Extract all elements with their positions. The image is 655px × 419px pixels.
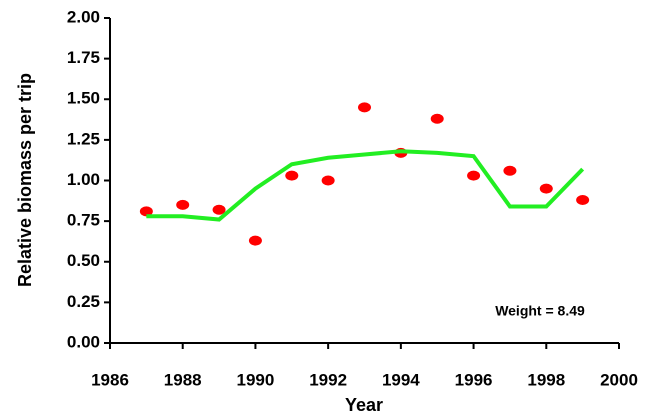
x-axis-title: Year [345, 395, 383, 415]
fit-line [146, 149, 585, 222]
data-point [321, 175, 335, 186]
y-tick-label: 0.75 [67, 211, 100, 230]
x-tick-label: 1988 [164, 370, 202, 389]
data-point [285, 170, 299, 181]
y-tick-label: 1.25 [67, 129, 100, 148]
x-tick-label: 2000 [600, 370, 638, 389]
y-tick-label: 2.00 [67, 7, 100, 26]
annotation: Weight = 8.49 [495, 303, 585, 319]
y-tick-label: 1.00 [67, 170, 100, 189]
x-tick-label: 1992 [309, 370, 347, 389]
data-point [503, 165, 517, 176]
y-tick-label: 0.25 [67, 292, 100, 311]
y-axis-title: Relative biomass per trip [15, 73, 35, 287]
data-point [467, 170, 481, 181]
y-tick-label: 0.50 [67, 251, 100, 270]
y-tick-label: 1.50 [67, 89, 100, 108]
data-point [139, 206, 153, 217]
data-point [358, 102, 371, 113]
x-tick-label: 1990 [237, 370, 275, 389]
data-point [248, 235, 262, 246]
data-point [576, 195, 590, 205]
x-tick-label: 1986 [91, 370, 129, 389]
data-point [212, 204, 226, 215]
y-tick-label: 1.75 [67, 48, 100, 67]
data-point [430, 113, 444, 124]
x-tick-label: 1998 [527, 370, 565, 389]
x-tick-label: 1996 [455, 370, 493, 389]
data-point [176, 199, 190, 210]
y-tick-label: 0.00 [67, 332, 100, 351]
x-tick-label: 1994 [382, 370, 420, 389]
data-point [539, 183, 553, 194]
